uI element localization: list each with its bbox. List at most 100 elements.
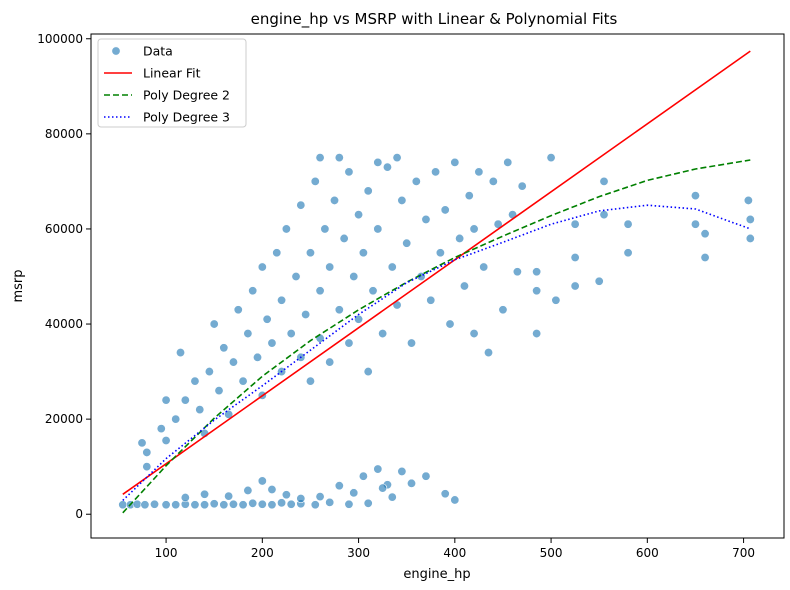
data-point (171, 500, 181, 510)
legend: Data Linear Fit Poly Degree 2 Poly Degree 3 (97, 38, 247, 128)
legend-box (97, 38, 247, 128)
data-point (339, 233, 349, 243)
data-point (358, 248, 368, 258)
data-point (484, 348, 494, 358)
data-point (330, 195, 340, 205)
data-point (334, 481, 344, 491)
data-point (363, 186, 373, 196)
data-point (243, 485, 253, 495)
data-point (228, 499, 238, 509)
data-point (479, 262, 489, 272)
data-point (363, 498, 373, 508)
data-point (190, 500, 200, 510)
plot-area (90, 33, 785, 539)
data-point (291, 271, 301, 281)
data-point (140, 500, 150, 510)
data-point (435, 248, 445, 258)
data-point (132, 499, 142, 509)
x-tick-label: 500 (540, 546, 563, 560)
data-point (378, 329, 388, 339)
data-point (262, 314, 272, 324)
data-point (378, 483, 388, 493)
legend-label: Poly Degree 2 (143, 88, 230, 103)
data-point (397, 195, 407, 205)
data-point (301, 310, 311, 320)
data-point (517, 181, 527, 191)
data-point (248, 498, 258, 508)
linear-fit-line (122, 50, 751, 495)
data-point (315, 286, 325, 296)
data-point (599, 210, 609, 220)
data-point (195, 405, 205, 415)
data-point (354, 210, 364, 220)
x-axis-label: engine_hp (403, 567, 470, 582)
x-tick-label: 700 (732, 546, 755, 560)
fit-lines-layer (122, 50, 751, 514)
data-point (296, 200, 306, 210)
data-point (267, 485, 277, 495)
data-point (407, 478, 417, 488)
data-point (233, 305, 243, 315)
y-axis: 0 20000 40000 60000 80000 100000 (37, 32, 91, 521)
data-point (325, 497, 335, 507)
data-point (421, 471, 431, 481)
data-point (204, 367, 214, 377)
data-point (570, 281, 580, 291)
y-tick-label: 20000 (45, 412, 83, 426)
data-point (392, 153, 402, 163)
data-point (349, 271, 359, 281)
data-point (474, 167, 484, 177)
data-point (243, 329, 253, 339)
data-point (387, 492, 397, 502)
y-tick-label: 100000 (37, 32, 83, 46)
data-point (745, 233, 755, 243)
data-point (209, 319, 219, 329)
data-point (267, 500, 277, 510)
data-point (310, 500, 320, 510)
data-point (488, 176, 498, 186)
data-point (156, 424, 166, 434)
data-point (305, 248, 315, 258)
chart-title: engine_hp vs MSRP with Linear & Polynomi… (251, 10, 618, 29)
data-point (200, 500, 210, 510)
data-point (445, 319, 455, 329)
data-point (743, 195, 753, 205)
data-point (440, 489, 450, 499)
data-point (248, 286, 258, 296)
data-point (219, 500, 229, 510)
data-point (690, 219, 700, 229)
x-tick-label: 300 (347, 546, 370, 560)
data-point (402, 238, 412, 248)
data-point (257, 499, 267, 509)
data-point (228, 357, 238, 367)
data-point (512, 267, 522, 277)
y-tick-label: 60000 (45, 222, 83, 236)
data-point (440, 205, 450, 215)
data-point (277, 295, 287, 305)
data-point (180, 493, 190, 503)
data-point (209, 499, 219, 509)
data-point (426, 295, 436, 305)
x-axis: 100 200 300 400 500 600 700 (155, 538, 755, 560)
data-point (320, 224, 330, 234)
y-tick-label: 0 (75, 507, 83, 521)
data-point (373, 464, 383, 474)
data-point (238, 500, 248, 510)
data-point (450, 495, 460, 505)
data-point (397, 466, 407, 476)
data-point (171, 414, 181, 424)
data-point (469, 329, 479, 339)
data-point (700, 229, 710, 239)
data-point (421, 214, 431, 224)
data-point (358, 471, 368, 481)
data-point (176, 348, 186, 358)
data-point (599, 176, 609, 186)
data-point (253, 352, 263, 362)
x-tick-label: 100 (155, 546, 178, 560)
data-point (180, 395, 190, 405)
data-point (238, 376, 248, 386)
data-point (349, 488, 359, 498)
data-point (267, 338, 277, 348)
data-point (532, 286, 542, 296)
y-tick-label: 80000 (45, 127, 83, 141)
